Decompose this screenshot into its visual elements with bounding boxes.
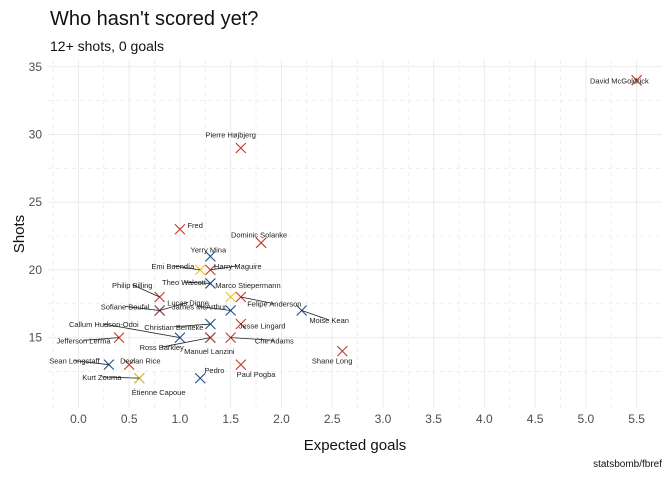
point-label: Jesse Lingard [239, 321, 286, 330]
data-point [631, 74, 643, 86]
x-tick-label: 0.0 [70, 412, 87, 426]
leader-line [83, 337, 120, 341]
leader-line [132, 284, 160, 298]
x-tick-label: 5.0 [578, 412, 595, 426]
x-tick-label: 1.0 [172, 412, 189, 426]
point-label: Theo Walcott [162, 278, 207, 287]
point-label: Pedro [204, 366, 224, 375]
y-tick-label: 15 [29, 331, 43, 345]
data-point [194, 372, 206, 384]
point-label: Lucas Digne [167, 298, 209, 307]
point-label: Sean Longstaff [49, 357, 100, 366]
point-label: Harry Maguire [214, 262, 262, 271]
leader-line [103, 323, 181, 338]
point-label: Kurt Zouma [82, 373, 122, 382]
leader-line [240, 296, 275, 305]
point-labels: David McGoldrick Pierre Højbjerg Fred Domin… [49, 76, 649, 396]
data-point [235, 359, 247, 371]
point-label: Jefferson Lerma [56, 336, 111, 345]
point-label: James McArthur [172, 302, 227, 311]
point-label: Manuel Lanzini [184, 347, 235, 356]
point-label: Marco Stiepermann [215, 281, 280, 290]
data-point [174, 223, 186, 235]
leader-line [172, 265, 201, 271]
data-point [235, 318, 247, 330]
chart-caption: statsbomb/fbref [593, 459, 662, 470]
leader-line [161, 337, 211, 348]
point-label: Emi Buendía [151, 262, 195, 271]
leader-line [230, 337, 275, 341]
data-points [103, 74, 643, 384]
chart-subtitle: 12+ shots, 0 goals [50, 38, 165, 54]
leader-line [183, 281, 211, 284]
x-tick-label: 1.5 [222, 412, 239, 426]
point-label: Fred [187, 221, 202, 230]
x-tick-label: 2.0 [273, 412, 290, 426]
grid-lines [48, 60, 662, 408]
data-point [123, 359, 135, 371]
x-tick-labels: 0.0 0.5 1.0 1.5 2.0 2.5 3.0 3.5 4.0 4.5 5.0 5.5 [70, 412, 645, 426]
y-tick-labels: 15 20 25 30 35 [29, 60, 43, 345]
point-label: Philip Billing [112, 281, 152, 290]
leader-line [173, 323, 211, 328]
data-point [255, 237, 267, 249]
point-label: David McGoldrick [590, 76, 649, 85]
y-tick-label: 20 [29, 263, 43, 277]
leader-line [159, 301, 189, 311]
leader-line [210, 265, 238, 271]
point-label: Pierre Højbjerg [205, 130, 255, 139]
x-tick-label: 3.0 [375, 412, 392, 426]
x-tick-label: 4.5 [527, 412, 544, 426]
leader-line [74, 360, 109, 366]
x-tick-label: 2.5 [324, 412, 341, 426]
data-point [235, 142, 247, 154]
point-label: Sofiane Boufal [101, 302, 150, 311]
data-point [225, 291, 237, 303]
x-tick-label: 3.5 [425, 412, 442, 426]
point-label: Yerry Mina [191, 246, 227, 255]
leader-line [125, 306, 160, 311]
y-axis-title: Shots [11, 215, 28, 253]
point-label: Felipe Anderson [247, 300, 301, 309]
point-label: Declan Rice [120, 357, 160, 366]
y-tick-label: 35 [29, 60, 43, 74]
x-axis-title: Expected goals [304, 437, 407, 454]
point-label: Christian Benteke [144, 323, 203, 332]
leader-line [301, 310, 330, 321]
y-tick-label: 30 [29, 127, 43, 141]
point-label: Étienne Capoue [132, 388, 186, 397]
leader-line [101, 376, 140, 379]
data-point [336, 345, 348, 357]
point-label: Callum Hudson-Odoi [69, 320, 139, 329]
point-label: Shane Long [312, 357, 352, 366]
point-label: Paul Pogba [237, 370, 277, 379]
data-point [204, 250, 216, 262]
leader-line [199, 306, 231, 311]
x-tick-label: 0.5 [121, 412, 138, 426]
chart-title: Who hasn't scored yet? [50, 8, 259, 30]
point-label: Che Adams [255, 336, 294, 345]
y-tick-label: 25 [29, 195, 43, 209]
point-label: Dominic Solanke [231, 231, 287, 240]
point-label: Moise Kean [309, 316, 349, 325]
point-label: Ross Barkley [140, 343, 184, 352]
x-tick-label: 5.5 [628, 412, 645, 426]
x-tick-label: 4.0 [476, 412, 493, 426]
